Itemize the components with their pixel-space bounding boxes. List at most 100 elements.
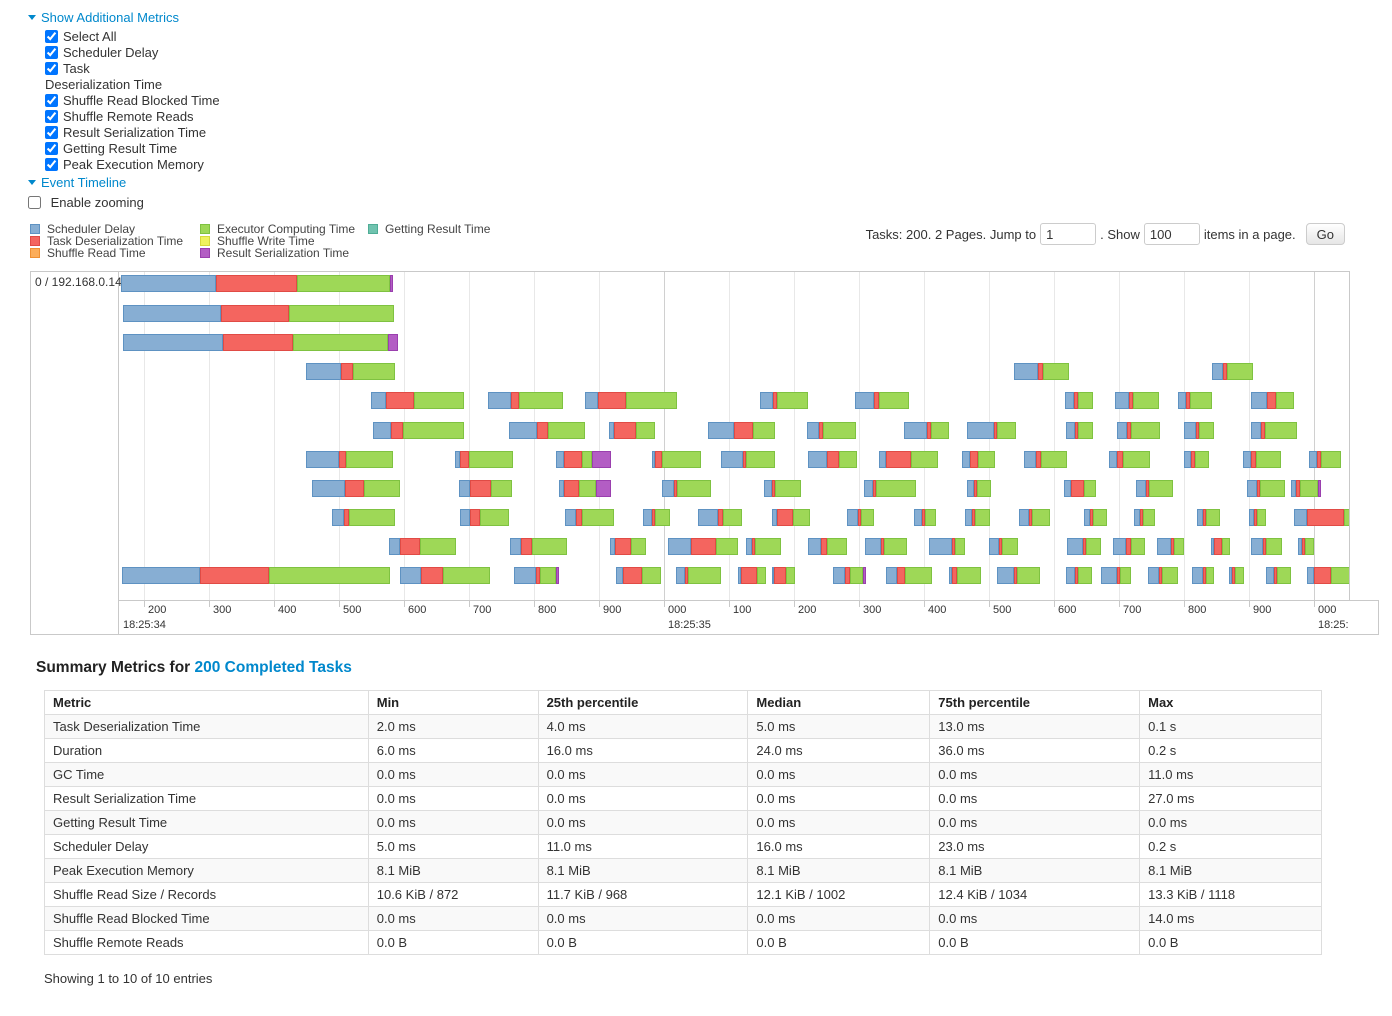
task-bar[interactable] (306, 451, 393, 468)
items-per-page-input[interactable] (1143, 223, 1200, 245)
task-bar[interactable] (965, 509, 990, 526)
task-bar[interactable] (1247, 480, 1285, 497)
task-bar[interactable] (1251, 392, 1294, 409)
task-bar[interactable] (847, 509, 874, 526)
task-bar[interactable] (1266, 567, 1291, 584)
task-bar[interactable] (460, 509, 509, 526)
task-bar[interactable] (1148, 567, 1178, 584)
task-bar[interactable] (807, 422, 856, 439)
task-bar[interactable] (1184, 422, 1214, 439)
task-bar[interactable] (1117, 422, 1160, 439)
task-bar[interactable] (662, 480, 711, 497)
task-bar[interactable] (772, 567, 795, 584)
go-button[interactable]: Go (1305, 223, 1345, 245)
metric-checkbox[interactable] (45, 110, 58, 123)
task-bar[interactable] (510, 538, 567, 555)
task-bar[interactable] (833, 567, 866, 584)
task-bar[interactable] (855, 392, 909, 409)
metric-checkbox[interactable] (45, 142, 58, 155)
task-bar[interactable] (610, 538, 646, 555)
task-bar[interactable] (1184, 451, 1209, 468)
metric-checkbox[interactable] (45, 94, 58, 107)
task-bar[interactable] (808, 451, 857, 468)
task-bar[interactable] (1249, 509, 1266, 526)
task-bar[interactable] (1064, 480, 1096, 497)
task-bar[interactable] (389, 538, 456, 555)
metric-checkbox[interactable] (45, 62, 58, 75)
task-bar[interactable] (556, 451, 611, 468)
task-bar[interactable] (967, 422, 1016, 439)
task-bar[interactable] (721, 451, 775, 468)
task-bar[interactable] (455, 451, 513, 468)
task-bar[interactable] (1192, 567, 1214, 584)
task-bar[interactable] (904, 422, 949, 439)
task-bar[interactable] (1229, 567, 1244, 584)
task-bar[interactable] (652, 451, 701, 468)
task-bar[interactable] (122, 567, 390, 584)
task-bar[interactable] (949, 567, 981, 584)
task-bar[interactable] (1243, 451, 1281, 468)
task-bar[interactable] (1251, 538, 1282, 555)
task-bar[interactable] (967, 480, 991, 497)
task-bar[interactable] (914, 509, 936, 526)
task-bar[interactable] (1134, 509, 1155, 526)
task-bar[interactable] (1024, 451, 1067, 468)
task-bar[interactable] (1157, 538, 1184, 555)
task-bar[interactable] (1014, 363, 1069, 380)
task-bar[interactable] (962, 451, 995, 468)
task-bar[interactable] (1066, 422, 1093, 439)
task-bar[interactable] (1115, 392, 1159, 409)
task-bar[interactable] (123, 334, 398, 351)
task-bar[interactable] (764, 480, 801, 497)
task-bar[interactable] (609, 422, 655, 439)
task-bar[interactable] (1178, 392, 1212, 409)
task-bar[interactable] (123, 305, 394, 322)
task-bar[interactable] (1291, 480, 1321, 497)
task-bar[interactable] (400, 567, 490, 584)
task-bar[interactable] (373, 422, 464, 439)
task-bar[interactable] (1084, 509, 1107, 526)
task-bar[interactable] (668, 538, 738, 555)
metric-checkbox[interactable] (45, 158, 58, 171)
task-bar[interactable] (989, 538, 1018, 555)
task-bar[interactable] (886, 567, 932, 584)
metric-checkbox[interactable] (45, 46, 58, 59)
event-timeline-toggle[interactable]: Event Timeline (28, 175, 126, 191)
task-bar[interactable] (1136, 480, 1173, 497)
metric-checkbox[interactable] (45, 30, 58, 43)
task-bar[interactable] (1019, 509, 1050, 526)
task-bar[interactable] (306, 363, 395, 380)
jump-to-page-input[interactable] (1040, 223, 1097, 245)
task-bar[interactable] (772, 509, 810, 526)
task-bar[interactable] (879, 451, 938, 468)
task-bar[interactable] (808, 538, 847, 555)
task-bar[interactable] (676, 567, 721, 584)
task-bar[interactable] (760, 392, 808, 409)
task-bar[interactable] (1298, 538, 1314, 555)
task-bar[interactable] (1212, 363, 1253, 380)
task-bar[interactable] (708, 422, 775, 439)
task-bar[interactable] (616, 567, 661, 584)
completed-tasks-link[interactable]: 200 Completed Tasks (194, 659, 352, 676)
task-bar[interactable] (864, 480, 916, 497)
show-additional-metrics-toggle[interactable]: Show Additional Metrics (28, 10, 179, 26)
task-bar[interactable] (746, 538, 781, 555)
task-bar[interactable] (559, 480, 611, 497)
enable-zooming-checkbox[interactable] (28, 196, 41, 209)
task-bar[interactable] (459, 480, 512, 497)
task-bar[interactable] (1101, 567, 1131, 584)
task-bar[interactable] (312, 480, 400, 497)
task-bar[interactable] (121, 275, 393, 292)
task-bar[interactable] (585, 392, 677, 409)
metric-checkbox[interactable] (45, 126, 58, 139)
task-bar[interactable] (371, 392, 464, 409)
task-bar[interactable] (1067, 538, 1101, 555)
task-bar[interactable] (997, 567, 1040, 584)
task-bar[interactable] (865, 538, 907, 555)
task-bar[interactable] (1294, 509, 1349, 526)
task-bar[interactable] (332, 509, 395, 526)
task-bar[interactable] (643, 509, 670, 526)
task-bar[interactable] (929, 538, 965, 555)
task-bar[interactable] (1309, 451, 1341, 468)
task-bar[interactable] (565, 509, 614, 526)
